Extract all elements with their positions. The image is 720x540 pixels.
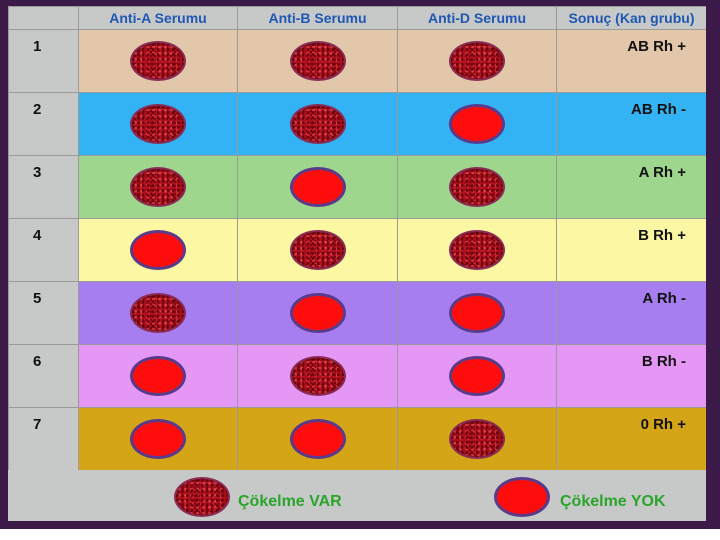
- legend-yok-label: Çökelme YOK: [560, 493, 666, 510]
- blood-type-result: A Rh +: [556, 155, 706, 219]
- anti-b-cell: [237, 155, 398, 219]
- row-number: 1: [8, 29, 79, 93]
- anti-d-cell: [397, 218, 557, 282]
- anti-b-cell: [237, 29, 398, 93]
- anti-d-cell: [397, 92, 557, 156]
- blood-type-table: Anti-A Serumu Anti-B Serumu Anti-D Serum…: [8, 6, 706, 521]
- no-agglutination-drop-icon: [289, 419, 346, 459]
- no-agglutination-drop-icon: [449, 356, 505, 396]
- agglutination-drop-icon: [449, 41, 505, 81]
- table-row: 2 AB Rh -: [8, 92, 706, 156]
- agglutination-drop-icon: [289, 230, 346, 270]
- anti-b-cell: [237, 218, 398, 282]
- header-anti-a: Anti-A Serumu: [78, 6, 238, 30]
- anti-d-cell: [397, 407, 557, 471]
- blood-type-result: AB Rh +: [556, 29, 706, 93]
- row-number: 2: [8, 92, 79, 156]
- agglutination-drop-icon: [174, 477, 230, 517]
- agglutination-drop-icon: [449, 419, 505, 459]
- agglutination-drop-icon: [449, 230, 505, 270]
- anti-a-cell: [78, 344, 238, 408]
- header-anti-d: Anti-D Serumu: [397, 6, 557, 30]
- table-row: 6 B Rh -: [8, 344, 706, 408]
- anti-b-cell: [237, 344, 398, 408]
- anti-a-cell: [78, 29, 238, 93]
- anti-d-cell: [397, 29, 557, 93]
- blood-type-result: AB Rh -: [556, 92, 706, 156]
- agglutination-drop-icon: [130, 167, 186, 207]
- blood-type-card: Anti-A Serumu Anti-B Serumu Anti-D Serum…: [8, 6, 706, 521]
- no-agglutination-drop-icon: [130, 230, 186, 270]
- blood-type-result: A Rh -: [556, 281, 706, 345]
- anti-a-cell: [78, 281, 238, 345]
- agglutination-drop-icon: [289, 41, 346, 81]
- anti-b-cell: [237, 407, 398, 471]
- table-row: 7 0 Rh +: [8, 407, 706, 471]
- agglutination-drop-icon: [289, 104, 346, 144]
- table-row: 3 A Rh +: [8, 155, 706, 219]
- blood-type-result: B Rh +: [556, 218, 706, 282]
- no-agglutination-drop-icon: [449, 104, 505, 144]
- header-row: Anti-A Serumu Anti-B Serumu Anti-D Serum…: [8, 6, 706, 30]
- slide-frame: Anti-A Serumu Anti-B Serumu Anti-D Serum…: [0, 0, 720, 529]
- row-number: 4: [8, 218, 79, 282]
- table-row: 5 A Rh -: [8, 281, 706, 345]
- anti-d-cell: [397, 344, 557, 408]
- anti-a-cell: [78, 218, 238, 282]
- anti-b-cell: [237, 92, 398, 156]
- agglutination-drop-icon: [130, 293, 186, 333]
- legend: Çökelme VAR Çökelme YOK: [8, 470, 706, 521]
- anti-a-cell: [78, 407, 238, 471]
- blood-type-result: 0 Rh +: [556, 407, 706, 471]
- row-number: 6: [8, 344, 79, 408]
- table-row: 4 B Rh +: [8, 218, 706, 282]
- header-number: [8, 6, 79, 30]
- no-agglutination-drop-icon: [449, 293, 505, 333]
- blood-type-result: B Rh -: [556, 344, 706, 408]
- no-agglutination-drop-icon: [494, 477, 550, 517]
- row-number: 7: [8, 407, 79, 471]
- agglutination-drop-icon: [449, 167, 505, 207]
- anti-a-cell: [78, 92, 238, 156]
- row-number: 3: [8, 155, 79, 219]
- no-agglutination-drop-icon: [289, 167, 346, 207]
- no-agglutination-drop-icon: [289, 293, 346, 333]
- no-agglutination-drop-icon: [130, 356, 186, 396]
- agglutination-drop-icon: [130, 104, 186, 144]
- no-agglutination-drop-icon: [130, 419, 186, 459]
- row-number: 5: [8, 281, 79, 345]
- header-result: Sonuç (Kan grubu): [556, 6, 706, 30]
- anti-a-cell: [78, 155, 238, 219]
- agglutination-drop-icon: [289, 356, 346, 396]
- anti-d-cell: [397, 155, 557, 219]
- anti-b-cell: [237, 281, 398, 345]
- legend-var-label: Çökelme VAR: [238, 493, 342, 510]
- agglutination-drop-icon: [130, 41, 186, 81]
- anti-d-cell: [397, 281, 557, 345]
- header-anti-b: Anti-B Serumu: [237, 6, 398, 30]
- table-row: 1 AB Rh +: [8, 29, 706, 93]
